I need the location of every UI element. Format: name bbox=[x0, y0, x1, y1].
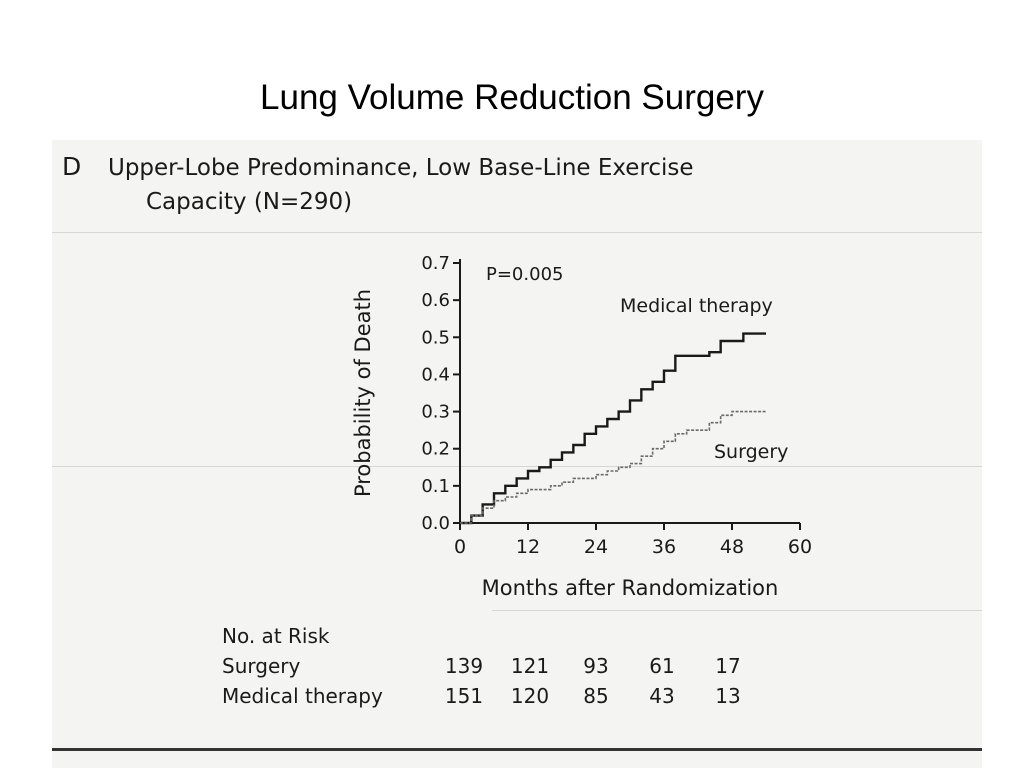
y-tick-label: 0.7 bbox=[421, 253, 450, 274]
y-tick-label: 0.6 bbox=[421, 290, 450, 311]
y-tick-label: 0.0 bbox=[421, 513, 450, 534]
y-axis-label: Probability of Death bbox=[351, 289, 375, 497]
panel-heading: D Upper-Lobe Predominance, Low Base-Line … bbox=[62, 150, 694, 219]
km-chart: 0.0 0.1 0.2 0.3 0.4 0.5 0.6 0.7 0 12 24 36 48 60 Month… bbox=[351, 253, 812, 600]
x-axis-label: Months after Randomization bbox=[482, 576, 779, 600]
series-label-medical-therapy: Medical therapy bbox=[620, 295, 773, 317]
risk-cell: 139 bbox=[444, 654, 484, 678]
risk-cell: 93 bbox=[583, 654, 609, 678]
medical-therapy-line bbox=[460, 332, 766, 525]
bottom-rule bbox=[52, 748, 982, 751]
x-tick-label: 24 bbox=[584, 536, 608, 558]
x-tick-label: 48 bbox=[720, 536, 744, 558]
x-tick-label: 0 bbox=[454, 536, 466, 558]
p-value-annotation: P=0.005 bbox=[486, 264, 563, 285]
risk-cell: 43 bbox=[649, 684, 675, 708]
panel-letter: D bbox=[62, 152, 82, 181]
x-tick-label: 36 bbox=[652, 536, 676, 558]
risk-cell: 13 bbox=[715, 684, 741, 708]
risk-cell: 151 bbox=[444, 684, 484, 708]
y-tick-label: 0.2 bbox=[421, 439, 450, 460]
surgery-line bbox=[460, 410, 766, 524]
risk-cell: 85 bbox=[583, 684, 609, 708]
panel-title-line1: Upper-Lobe Predominance, Low Base-Line E… bbox=[108, 155, 694, 181]
bleed-rule bbox=[52, 466, 982, 467]
risk-cell: 61 bbox=[649, 654, 675, 678]
risk-cell: 17 bbox=[715, 654, 741, 678]
y-tick-label: 0.5 bbox=[421, 327, 450, 348]
x-tick-label: 60 bbox=[788, 536, 812, 558]
x-tick-label: 12 bbox=[516, 536, 540, 558]
risk-cell: 121 bbox=[510, 654, 550, 678]
y-tick-label: 0.4 bbox=[421, 364, 450, 385]
risk-row-label: Surgery bbox=[222, 654, 301, 678]
scanned-figure: D Upper-Lobe Predominance, Low Base-Line … bbox=[52, 140, 982, 768]
series-label-surgery: Surgery bbox=[714, 441, 788, 463]
y-tick-label: 0.1 bbox=[421, 476, 450, 497]
y-tick-label: 0.3 bbox=[421, 402, 450, 423]
panel-title-line2: Capacity (N=290) bbox=[146, 189, 353, 215]
risk-cell: 120 bbox=[510, 684, 550, 708]
risk-row-label: Medical therapy bbox=[222, 684, 383, 708]
slide-title: Lung Volume Reduction Surgery bbox=[260, 78, 764, 117]
risk-table-title: No. at Risk bbox=[222, 624, 330, 648]
bleed-rule bbox=[492, 610, 982, 611]
bleed-rule bbox=[52, 232, 982, 233]
